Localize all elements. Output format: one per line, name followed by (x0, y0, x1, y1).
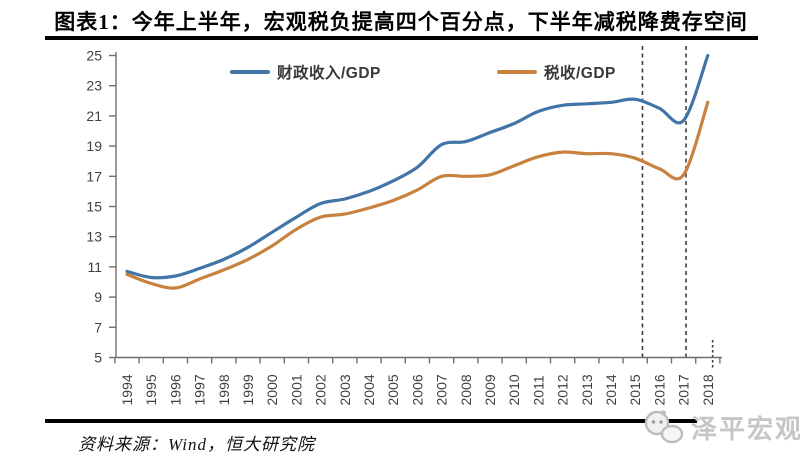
title-divider (45, 36, 758, 40)
svg-text:2009: 2009 (482, 374, 498, 405)
legend-label-tax: 税收/GDP (544, 65, 616, 82)
svg-text:2006: 2006 (409, 374, 425, 405)
chart-title: 图表1：今年上半年，宏观税负提高四个百分点，下半年减税降费存空间 (54, 10, 748, 34)
svg-text:1995: 1995 (143, 374, 159, 405)
svg-text:2016: 2016 (651, 374, 667, 405)
svg-text:2007: 2007 (434, 374, 450, 405)
svg-text:2004: 2004 (361, 374, 377, 405)
svg-text:19: 19 (86, 138, 102, 154)
svg-text:21: 21 (86, 108, 102, 124)
svg-text:2005: 2005 (385, 374, 401, 405)
fiscal-line-swatch (230, 70, 270, 74)
svg-text:1997: 1997 (192, 374, 208, 405)
svg-text:2017: 2017 (676, 374, 692, 405)
watermark-logo: 泽平宏观 (642, 407, 800, 447)
footer-divider (45, 419, 697, 423)
source-note: 资料来源：Wind，恒大研究院 (78, 435, 315, 454)
mascot-face-icon (644, 410, 684, 444)
svg-text:2010: 2010 (506, 374, 522, 405)
svg-text:2003: 2003 (337, 374, 353, 405)
svg-text:2014: 2014 (603, 374, 619, 405)
svg-text:2018: 2018 (700, 374, 716, 405)
svg-text:2011: 2011 (530, 375, 546, 405)
svg-text:1996: 1996 (167, 374, 183, 405)
svg-text:15: 15 (86, 199, 102, 215)
svg-text:2001: 2001 (288, 374, 304, 405)
svg-text:1999: 1999 (240, 374, 256, 405)
svg-text:2012: 2012 (555, 374, 571, 405)
svg-text:2013: 2013 (579, 374, 595, 405)
svg-text:13: 13 (86, 229, 102, 245)
svg-text:5: 5 (94, 350, 102, 366)
svg-text:9: 9 (94, 289, 102, 305)
svg-text:2000: 2000 (264, 374, 280, 405)
svg-text:25: 25 (86, 48, 102, 64)
legend-label-fiscal: 财政收入/GDP (277, 65, 381, 82)
svg-text:23: 23 (86, 78, 102, 94)
legend-item-tax: 税收/GDP (497, 61, 616, 83)
watermark-text: 泽平宏观 (691, 414, 800, 444)
legend-item-fiscal: 财政收入/GDP (230, 61, 381, 83)
svg-text:7: 7 (94, 319, 102, 335)
svg-text:1994: 1994 (119, 374, 135, 405)
svg-text:1998: 1998 (216, 374, 232, 405)
svg-text:2008: 2008 (458, 374, 474, 405)
svg-text:2015: 2015 (627, 374, 643, 405)
svg-text:17: 17 (86, 168, 102, 184)
tax-line-swatch (497, 70, 537, 74)
svg-text:2002: 2002 (313, 374, 329, 405)
svg-text:11: 11 (87, 259, 102, 275)
